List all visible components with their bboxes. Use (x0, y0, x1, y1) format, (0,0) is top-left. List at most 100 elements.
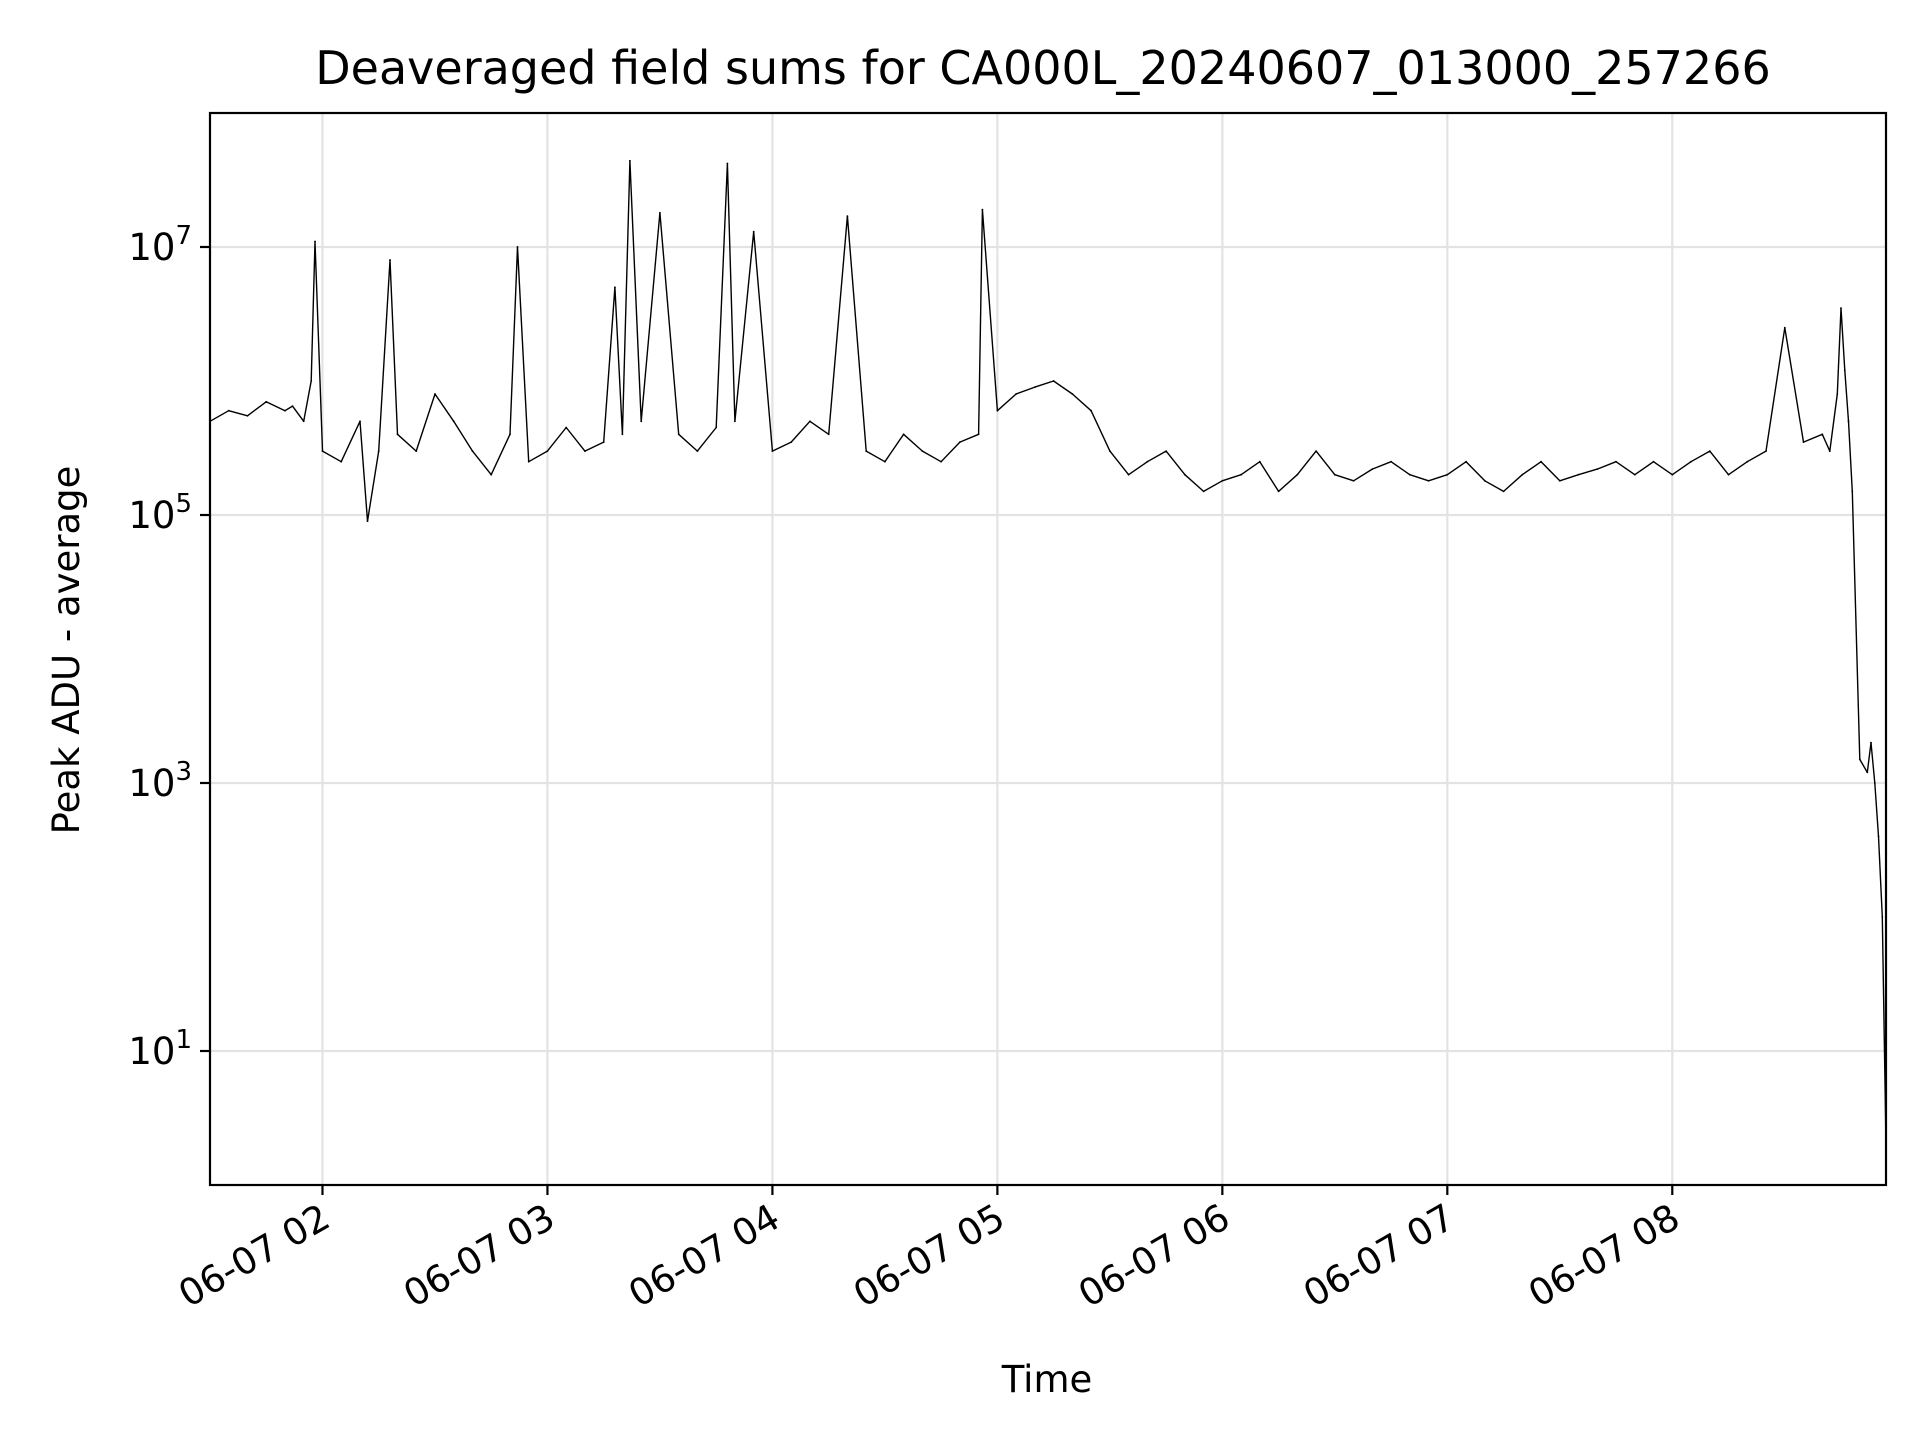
data-point (1277, 490, 1280, 493)
data-point (1596, 468, 1599, 470)
data-point (1847, 420, 1850, 423)
data-point (629, 159, 631, 162)
data-point (1858, 758, 1861, 761)
data-point (1390, 460, 1392, 463)
data-point (452, 420, 455, 423)
data-point (1877, 835, 1880, 838)
data-point (302, 420, 305, 423)
data-point (1727, 473, 1730, 476)
data-point (715, 426, 718, 429)
data-point (1502, 490, 1505, 493)
data-point (396, 433, 399, 436)
data-point (1408, 473, 1411, 476)
data-point (359, 420, 361, 423)
data-point (584, 450, 586, 452)
data-point (415, 450, 418, 452)
data-point (1165, 450, 1167, 452)
data-point (1202, 490, 1205, 493)
data-point (1783, 326, 1786, 329)
data-point (1333, 473, 1336, 476)
data-point (284, 409, 286, 412)
data-point (546, 450, 549, 452)
data-point (1240, 473, 1242, 476)
data-point (1071, 393, 1074, 395)
data-point (1540, 460, 1542, 463)
data-point (340, 460, 343, 463)
data-point (1352, 479, 1355, 482)
data-point (509, 433, 511, 436)
line-layer (209, 159, 1887, 1146)
data-point (640, 420, 643, 423)
data-point (1708, 450, 1711, 452)
data-point (1558, 479, 1561, 482)
data-point (1873, 782, 1876, 784)
data-point (1615, 460, 1617, 463)
data-point (602, 441, 605, 443)
data-point (1881, 916, 1884, 918)
data-point (921, 450, 924, 452)
y-tick-label: 107 (128, 221, 192, 269)
data-point (1851, 490, 1854, 493)
data-line (209, 160, 1887, 1145)
data-point (790, 441, 793, 443)
data-point (752, 230, 755, 233)
chart-title: Deaveraged field sums for CA000L_2024060… (315, 41, 1770, 95)
data-point (490, 473, 493, 476)
y-axis-label: Peak ADU - average (45, 466, 88, 835)
data-point (1109, 450, 1111, 452)
data-point (771, 450, 774, 452)
y-tick-label: 103 (128, 757, 192, 805)
data-point (1221, 479, 1224, 482)
data-point (940, 460, 942, 463)
x-axis-label: Time (1001, 1358, 1093, 1401)
data-point (1052, 380, 1055, 382)
data-point (1746, 460, 1749, 463)
data-point (902, 433, 905, 436)
data-point (377, 450, 380, 452)
data-point (1671, 473, 1674, 476)
data-point (827, 433, 830, 436)
data-point (1633, 473, 1636, 476)
data-point (565, 426, 568, 429)
data-point (959, 441, 961, 443)
data-point (314, 240, 316, 243)
data-point (1840, 307, 1842, 309)
data-point (977, 433, 980, 436)
data-point (734, 420, 736, 423)
data-point (846, 215, 849, 218)
data-point (1446, 473, 1449, 476)
data-point (1296, 473, 1299, 476)
data-point (1127, 473, 1130, 476)
data-point (227, 409, 230, 412)
data-point (389, 259, 391, 261)
data-point (1315, 450, 1317, 452)
data-point (1690, 460, 1692, 463)
y-axis: 101 103 105 107 (128, 221, 210, 1073)
data-point (1802, 441, 1805, 443)
data-point (1015, 393, 1017, 395)
data-point (809, 420, 811, 423)
data-point (1765, 450, 1767, 452)
data-point (614, 286, 616, 289)
data-point (434, 393, 436, 395)
y-tick-label: 101 (128, 1025, 192, 1073)
data-point (1258, 460, 1261, 463)
plot-frame (208, 111, 1888, 1187)
data-point (366, 520, 369, 522)
data-point (1090, 409, 1092, 412)
data-point (471, 450, 474, 452)
data-point (1521, 473, 1524, 476)
data-point (246, 414, 249, 417)
data-point (1866, 771, 1869, 774)
data-point (1146, 460, 1149, 463)
data-point (310, 380, 313, 382)
data-point (1427, 479, 1430, 482)
data-point (1828, 450, 1831, 452)
data-point (516, 246, 519, 248)
data-point (981, 208, 984, 211)
data-point (1184, 473, 1186, 476)
data-point (1483, 479, 1486, 482)
data-point (726, 162, 729, 165)
data-point (621, 433, 624, 436)
